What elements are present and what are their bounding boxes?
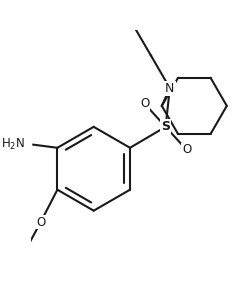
Text: S: S [161,120,170,133]
Text: O: O [182,143,191,156]
Text: N: N [165,82,174,95]
Text: O: O [140,97,149,110]
Text: O: O [36,216,45,229]
Text: H$_2$N: H$_2$N [1,137,25,152]
